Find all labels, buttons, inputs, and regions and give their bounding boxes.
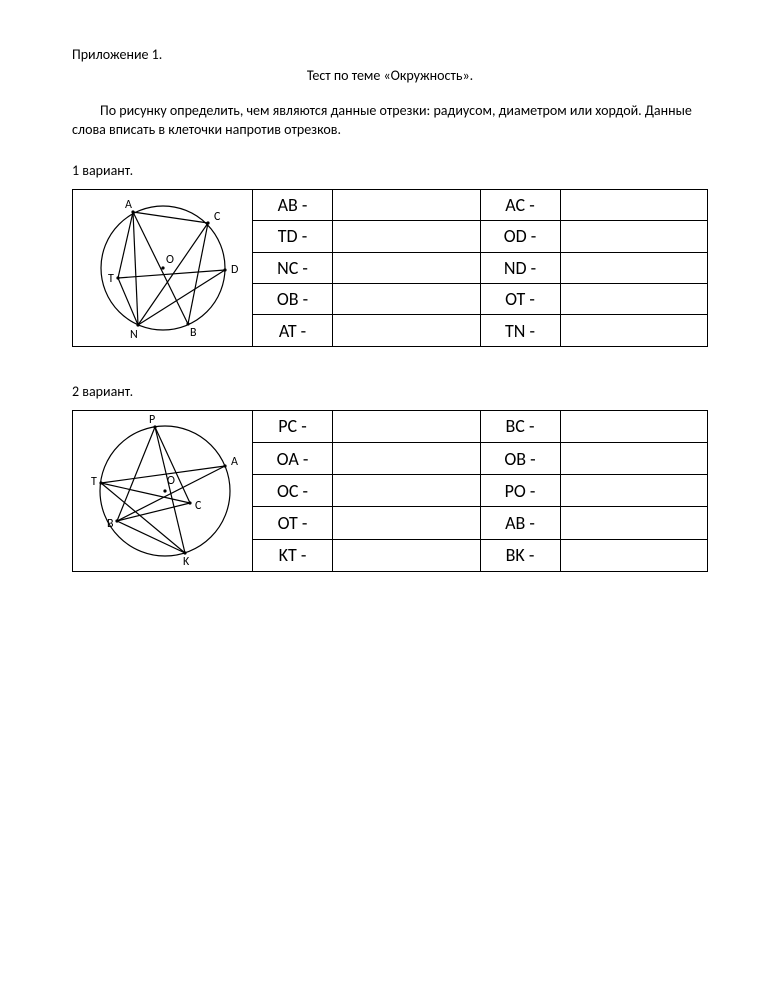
answer-blank-right xyxy=(561,190,708,220)
svg-text:A: A xyxy=(125,198,132,212)
svg-text:N: N xyxy=(130,328,138,342)
answer-blank-left xyxy=(333,411,481,442)
svg-text:P: P xyxy=(149,413,155,427)
variant2-circle-diagram: P A C K B T O xyxy=(75,411,250,571)
segment-label-right: ND - xyxy=(481,253,561,283)
segment-label-right: OT - xyxy=(481,284,561,314)
page-title: Тест по теме «Окружность». xyxy=(72,67,708,84)
table-row: TD - OD - xyxy=(253,221,707,252)
answer-blank-right xyxy=(561,475,708,506)
answer-blank-right xyxy=(561,443,708,474)
svg-text:A: A xyxy=(231,455,238,469)
variant2-worksheet: P A C K B T O PC - BC - OA - OB - OC - PO - OT - AB -… xyxy=(72,410,708,572)
answer-blank-right xyxy=(561,411,708,442)
svg-text:D: D xyxy=(231,263,238,277)
segment-label-right: OD - xyxy=(481,221,561,251)
variant2-diagram-cell: P A C K B T O xyxy=(73,411,253,571)
svg-text:T: T xyxy=(108,272,114,286)
segment-label-left: OA - xyxy=(253,443,333,474)
answer-blank-left xyxy=(333,315,481,345)
segment-label-left: OT - xyxy=(253,507,333,538)
svg-text:K: K xyxy=(183,555,190,569)
answer-blank-left xyxy=(333,507,481,538)
answer-blank-left xyxy=(333,443,481,474)
svg-text:B: B xyxy=(190,326,197,340)
answer-blank-left xyxy=(333,221,481,251)
table-row: OA - OB - xyxy=(253,443,707,475)
table-row: PC - BC - xyxy=(253,411,707,443)
variant1-diagram-cell: A C D B N T O xyxy=(73,190,253,346)
segment-label-left: KT - xyxy=(253,540,333,571)
variant1-answers-grid: AB - AC - TD - OD - NC - ND - OB - OT - AT - TN - xyxy=(253,190,707,346)
variant1-circle-diagram: A C D B N T O xyxy=(78,190,248,346)
answer-blank-right xyxy=(561,253,708,283)
svg-text:C: C xyxy=(214,210,221,224)
table-row: OT - AB - xyxy=(253,507,707,539)
segment-label-right: BC - xyxy=(481,411,561,442)
svg-text:C: C xyxy=(195,499,202,513)
answer-blank-right xyxy=(561,284,708,314)
svg-text:O: O xyxy=(166,253,174,267)
variant1-label: 1 вариант. xyxy=(72,162,708,179)
segment-label-left: AT - xyxy=(253,315,333,345)
table-row: OC - PO - xyxy=(253,475,707,507)
variant1-worksheet: A C D B N T O AB - AC - TD - OD - NC - ND - OB - OT -… xyxy=(72,189,708,347)
answer-blank-left xyxy=(333,190,481,220)
answer-blank-left xyxy=(333,540,481,571)
segment-label-right: TN - xyxy=(481,315,561,345)
segment-label-right: PO - xyxy=(481,475,561,506)
answer-blank-right xyxy=(561,507,708,538)
segment-label-right: AC - xyxy=(481,190,561,220)
variant2-label: 2 вариант. xyxy=(72,383,708,400)
segment-label-left: PC - xyxy=(253,411,333,442)
segment-label-right: OB - xyxy=(481,443,561,474)
segment-label-right: BK - xyxy=(481,540,561,571)
answer-blank-right xyxy=(561,540,708,571)
table-row: NC - ND - xyxy=(253,253,707,284)
answer-blank-left xyxy=(333,284,481,314)
answer-blank-right xyxy=(561,315,708,345)
answer-blank-left xyxy=(333,253,481,283)
segment-label-left: NC - xyxy=(253,253,333,283)
document-page: Приложение 1. Тест по теме «Окружность».… xyxy=(0,0,768,648)
segment-label-left: OB - xyxy=(253,284,333,314)
variant2-answers-grid: PC - BC - OA - OB - OC - PO - OT - AB - KT - BK - xyxy=(253,411,707,571)
segment-label-right: AB - xyxy=(481,507,561,538)
table-row: OB - OT - xyxy=(253,284,707,315)
svg-text:B: B xyxy=(107,517,114,531)
segment-label-left: OC - xyxy=(253,475,333,506)
table-row: AT - TN - xyxy=(253,315,707,345)
answer-blank-right xyxy=(561,221,708,251)
answer-blank-left xyxy=(333,475,481,506)
instruction-text: По рисунку определить, чем являются данн… xyxy=(72,102,708,140)
segment-label-left: TD - xyxy=(253,221,333,251)
appendix-label: Приложение 1. xyxy=(72,46,708,63)
svg-text:O: O xyxy=(167,474,175,488)
svg-text:T: T xyxy=(91,475,97,489)
table-row: KT - BK - xyxy=(253,540,707,571)
segment-label-left: AB - xyxy=(253,190,333,220)
table-row: AB - AC - xyxy=(253,190,707,221)
